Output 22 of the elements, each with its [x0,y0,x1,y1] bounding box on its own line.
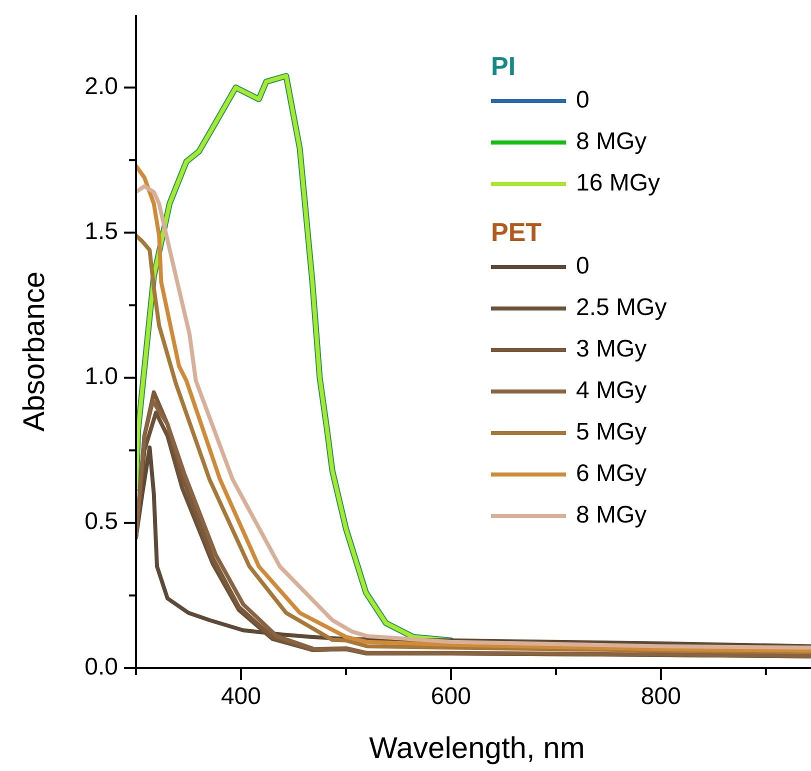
legend-label: 0 [576,252,590,280]
y-tick-label: 0.5 [84,508,118,536]
x-axis-title: Wavelength, nm [369,732,585,765]
x-tick-label: 800 [640,683,681,710]
legend-label: 16 MGy [576,169,660,196]
text: 0.0 [84,653,118,680]
legend-label: 8 MGy [576,128,647,155]
legend-label: 2.5 MGy [576,294,667,321]
y-tick-label: 2.0 [84,72,118,100]
text: PET [491,216,542,247]
legend-label: 8 MGy [576,501,647,528]
x-tick-label: 600 [430,683,471,710]
legend-label: 5 MGy [576,418,647,446]
y-tick-label: 1.5 [84,218,118,246]
legend-label: 3 MGy [576,335,647,362]
text: PI [491,50,516,81]
x-tick-label: 400 [220,683,262,710]
y-tick-label: 1.0 [84,363,118,390]
legend-label: 0 [576,86,590,114]
legend-label: 4 MGy [576,376,647,404]
legend-label: 6 MGy [576,460,647,487]
y-axis-title: Absorbance [18,271,51,432]
